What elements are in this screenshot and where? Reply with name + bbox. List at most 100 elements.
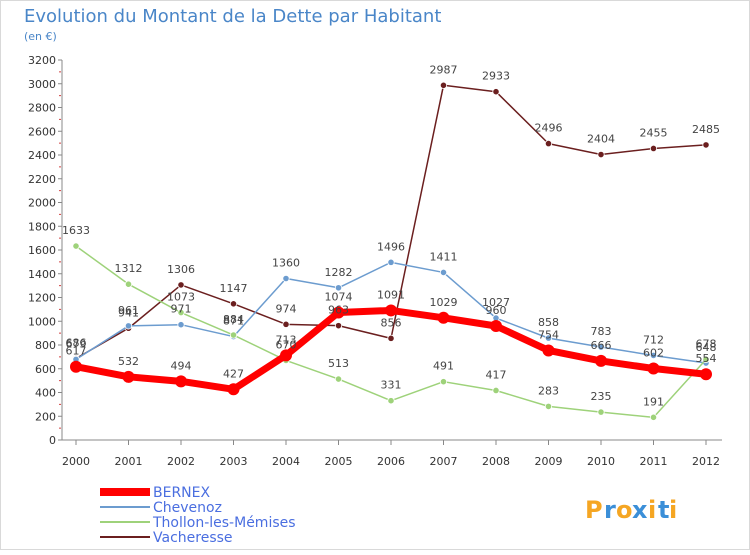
data-label: 961	[118, 304, 139, 317]
data-point	[492, 386, 500, 395]
x-tick-label: 2002	[167, 455, 195, 468]
data-point	[177, 308, 185, 317]
data-point	[439, 81, 448, 89]
data-point	[387, 334, 395, 342]
data-point	[492, 88, 500, 96]
data-label: 858	[538, 316, 559, 329]
x-tick-label: 2000	[62, 455, 90, 468]
value-labels: 686 941 1306 1147 974 963 856 2987 2933 2496 2404 2…	[62, 63, 720, 408]
y-tick-label: 2600	[28, 125, 56, 138]
data-label: 283	[538, 384, 559, 397]
y-tick-label: 1800	[28, 220, 56, 233]
data-point	[72, 242, 80, 250]
legend-label: Vacheresse	[153, 530, 233, 546]
chart-title: Evolution du Montant de la Dette par Hab…	[24, 6, 441, 27]
data-label: 971	[171, 303, 192, 316]
y-tick-label: 800	[35, 339, 56, 352]
data-label: 2485	[692, 123, 720, 136]
y-tick-label: 1600	[28, 244, 56, 257]
logo-letter: t	[658, 496, 669, 524]
data-point	[702, 355, 710, 364]
y-tick-label: 3000	[28, 78, 56, 91]
y-tick-label: 1000	[28, 315, 56, 328]
logo-letter: i	[669, 496, 677, 524]
data-label: 494	[171, 359, 192, 372]
data-label: 2455	[640, 126, 668, 139]
data-point	[334, 284, 343, 292]
data-label: 427	[223, 367, 244, 380]
legend: BERNEXChevenozThollon-les-MémisesVachere…	[100, 485, 296, 546]
data-label: 1073	[167, 291, 195, 304]
data-point	[544, 402, 553, 410]
data-label: 2496	[535, 122, 563, 135]
data-point	[229, 331, 238, 339]
data-label: 670	[276, 338, 297, 351]
legend-label: Chevenoz	[153, 500, 222, 516]
data-point	[595, 354, 607, 367]
data-label: 963	[328, 304, 349, 317]
data-point	[437, 311, 450, 324]
data-point	[597, 150, 605, 159]
data-label: 417	[486, 368, 507, 381]
x-tick-label: 2008	[482, 455, 510, 468]
y-tick-label: 1200	[28, 292, 56, 305]
data-point	[334, 322, 343, 330]
x-tick-label: 2011	[640, 455, 668, 468]
data-label: 1091	[377, 288, 405, 301]
x-tick-label: 2001	[115, 455, 143, 468]
data-point	[385, 304, 397, 317]
y-tick-label: 600	[35, 363, 56, 376]
y-tick-label: 2800	[28, 102, 56, 115]
y-tick-label: 2200	[28, 173, 56, 186]
data-label: 513	[328, 357, 349, 370]
data-point	[332, 306, 345, 319]
y-tick-label: 2400	[28, 149, 56, 162]
series-layer	[70, 81, 712, 421]
data-point	[229, 300, 238, 308]
data-label: 679	[66, 337, 87, 350]
data-label: 1360	[272, 257, 300, 270]
data-label: 554	[696, 352, 717, 365]
data-label: 941	[118, 306, 139, 319]
legend-label: Thollon-les-Mémises	[152, 515, 296, 531]
x-tick-label: 2012	[692, 455, 720, 468]
data-label: 871	[223, 315, 244, 328]
data-point	[700, 368, 712, 381]
logo-letter: i	[648, 496, 656, 524]
data-point	[439, 268, 448, 277]
data-label: 331	[381, 379, 402, 392]
data-label: 1306	[167, 263, 195, 276]
data-point	[282, 320, 290, 328]
data-point	[544, 140, 553, 148]
data-label: 754	[538, 328, 559, 341]
data-label: 713	[276, 333, 297, 346]
data-label: 2933	[482, 70, 510, 83]
data-label: 1147	[220, 282, 248, 295]
data-point	[334, 375, 343, 383]
data-point	[490, 320, 502, 332]
x-tick-label: 2005	[325, 455, 353, 468]
data-label: 974	[276, 302, 297, 315]
data-point	[649, 351, 658, 360]
logo-letter: x	[632, 496, 648, 524]
x-tick-label: 2004	[272, 455, 300, 468]
logo-letter: r	[604, 496, 616, 524]
data-point	[544, 334, 553, 342]
x-tick-label: 2010	[587, 455, 615, 468]
data-point	[282, 274, 290, 283]
x-tick-label: 2003	[220, 455, 248, 468]
data-label: 783	[591, 325, 612, 338]
chart-subtitle: (en €)	[24, 30, 57, 43]
data-point	[702, 141, 710, 149]
data-label: 491	[433, 360, 454, 373]
data-point	[175, 375, 187, 388]
data-label: 1633	[62, 224, 90, 237]
data-point	[177, 281, 185, 289]
logo-letter: o	[616, 496, 633, 524]
data-point	[649, 413, 658, 421]
data-point	[647, 362, 660, 375]
